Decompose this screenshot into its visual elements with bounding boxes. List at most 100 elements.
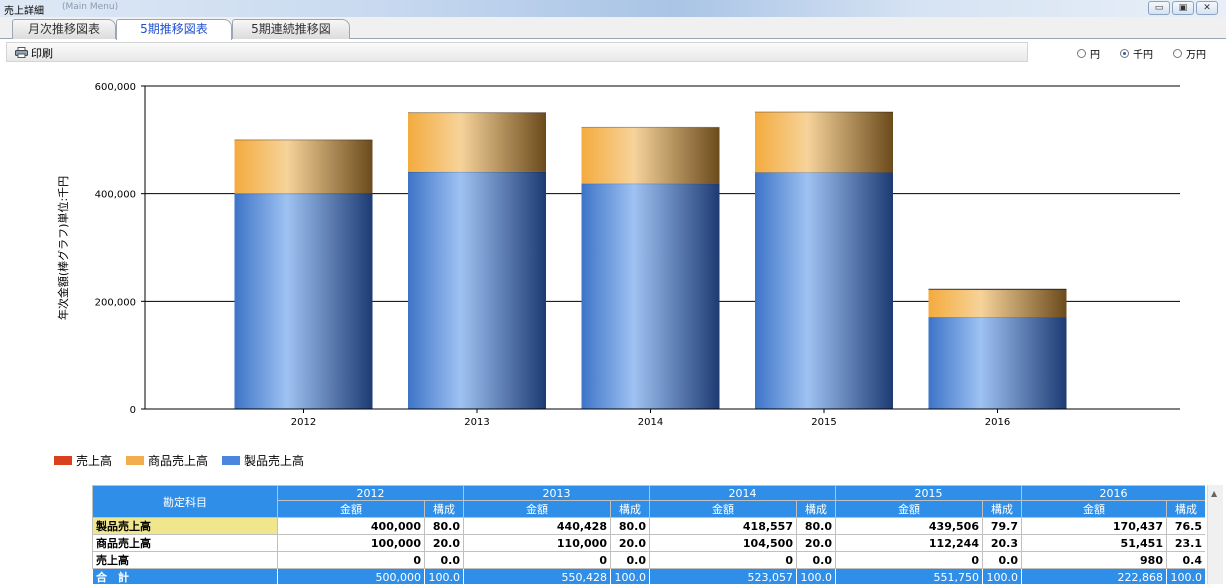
ratio-cell: 20.0 [610, 534, 650, 552]
scroll-up-icon[interactable]: ▲ [1211, 489, 1218, 498]
close-icon[interactable]: ✕ [1196, 1, 1218, 15]
ratio-cell: 100.0 [982, 568, 1022, 584]
x-tick-label: 2014 [638, 417, 663, 428]
ratio-cell: 100.0 [610, 568, 650, 584]
ratio-cell: 20.0 [424, 534, 464, 552]
y-tick-label: 600,000 [95, 82, 136, 93]
amount-header: 金額 [649, 500, 797, 518]
year-header: 2012 [277, 485, 464, 501]
amount-cell: 110,000 [463, 534, 611, 552]
printer-icon [15, 47, 28, 58]
tab-five-year-chart[interactable]: 5期推移図表 [116, 19, 232, 40]
row-label: 売上高 [92, 551, 278, 569]
table-scrollbar[interactable]: ▲ [1207, 485, 1223, 584]
amount-cell: 222,868 [1021, 568, 1167, 584]
ratio-cell: 0.4 [1166, 551, 1205, 569]
bar-segment [234, 139, 373, 194]
amount-cell: 104,500 [649, 534, 797, 552]
bar-segment [928, 289, 1067, 318]
ratio-cell: 20.3 [982, 534, 1022, 552]
y-tick-label: 200,000 [95, 297, 136, 308]
ratio-header: 構成 [1166, 500, 1205, 518]
data-table: 勘定科目 2012 2013 2014 2015 2016 金額 構成 金額 構成 … [92, 485, 1205, 584]
title-bar: 売上詳細 (Main Menu) ▭ ▣ ✕ [0, 0, 1226, 17]
amount-cell: 980 [1021, 551, 1167, 569]
amount-header: 金額 [1021, 500, 1167, 518]
amount-header: 金額 [463, 500, 611, 518]
ratio-cell: 100.0 [1166, 568, 1205, 584]
amount-cell: 523,057 [649, 568, 797, 584]
maximize-icon[interactable]: ▣ [1172, 1, 1194, 15]
row-label: 製品売上高 [92, 517, 278, 535]
row-label: 商品売上高 [92, 534, 278, 552]
ratio-cell: 79.7 [982, 517, 1022, 535]
ratio-cell: 80.0 [610, 517, 650, 535]
amount-cell: 0 [649, 551, 797, 569]
year-header: 2013 [463, 485, 650, 501]
amount-header: 金額 [835, 500, 983, 518]
ratio-cell: 23.1 [1166, 534, 1205, 552]
ratio-cell: 76.5 [1166, 517, 1205, 535]
unit-thousand-yen-radio[interactable]: 千円 [1120, 46, 1153, 61]
year-header: 2014 [649, 485, 836, 501]
legend-item-sales: 売上高 [54, 452, 112, 469]
x-tick-label: 2015 [811, 417, 836, 428]
bar-segment [928, 289, 1067, 291]
unit-yen-radio[interactable]: 円 [1077, 46, 1100, 61]
stacked-bar-chart: 0 200,000 400,000 600,000 年次金額(棒グラフ)単位:千円 201… [56, 82, 1180, 428]
amount-cell: 418,557 [649, 517, 797, 535]
amount-cell: 100,000 [277, 534, 425, 552]
unit-selector: 円 千円 万円 [1077, 46, 1206, 61]
amount-cell: 439,506 [835, 517, 983, 535]
print-label: 印刷 [31, 46, 53, 60]
unit-ten-thousand-yen-radio[interactable]: 万円 [1173, 46, 1206, 61]
account-header: 勘定科目 [92, 485, 278, 518]
year-header: 2016 [1021, 485, 1205, 501]
y-tick-label: 0 [130, 405, 136, 416]
ratio-header: 構成 [610, 500, 650, 518]
ratio-header: 構成 [982, 500, 1022, 518]
amount-cell: 400,000 [277, 517, 425, 535]
bar-segment [408, 112, 546, 172]
y-tick-label: 400,000 [95, 190, 136, 201]
tab-monthly-chart[interactable]: 月次推移図表 [12, 19, 116, 39]
legend-item-merchandise-sales: 商品売上高 [126, 452, 208, 469]
minimize-icon[interactable]: ▭ [1148, 1, 1170, 15]
row-label: 合 計 [92, 568, 278, 584]
x-tick-label: 2016 [985, 417, 1010, 428]
print-button[interactable]: 印刷 [15, 45, 53, 60]
ratio-cell: 80.0 [424, 517, 464, 535]
y-axis-label: 年次金額(棒グラフ)単位:千円 [56, 176, 70, 320]
bar-segment [581, 127, 720, 184]
amount-cell: 0 [277, 551, 425, 569]
amount-cell: 551,750 [835, 568, 983, 584]
chart-legend: 売上高 商品売上高 製品売上高 [54, 452, 304, 469]
amount-cell: 500,000 [277, 568, 425, 584]
ratio-cell: 20.0 [796, 534, 836, 552]
toolbar: 印刷 [6, 42, 1028, 62]
tab-five-year-continuous[interactable]: 5期連続推移図 [232, 19, 350, 39]
amount-cell: 440,428 [463, 517, 611, 535]
amount-header: 金額 [277, 500, 425, 518]
table-row[interactable]: 製品売上高 400,000 80.0 440,428 80.0 418,557 80.… [92, 517, 1205, 535]
amount-cell: 550,428 [463, 568, 611, 584]
bar-segment [755, 111, 893, 173]
bar-segment [234, 193, 373, 409]
table-row[interactable]: 商品売上高 100,000 20.0 110,000 20.0 104,500 20.… [92, 534, 1205, 552]
ratio-cell: 100.0 [424, 568, 464, 584]
x-tick-label: 2013 [464, 417, 489, 428]
amount-cell: 51,451 [1021, 534, 1167, 552]
total-row[interactable]: 合 計 500,000 100.0 550,428 100.0 523,057 100… [92, 568, 1205, 584]
ratio-cell: 0.0 [610, 551, 650, 569]
table-row[interactable]: 売上高 0 0.0 0 0.0 0 0.0 0 0.0 980 0.4 [92, 551, 1205, 569]
ratio-cell: 0.0 [424, 551, 464, 569]
window-title: 売上詳細 [4, 6, 44, 17]
x-tick-label: 2012 [291, 417, 316, 428]
amount-cell: 0 [463, 551, 611, 569]
bar-segment [581, 183, 720, 409]
bar-segment [408, 171, 546, 409]
legend-item-product-sales: 製品売上高 [222, 452, 304, 469]
ratio-cell: 0.0 [796, 551, 836, 569]
bar-segment [928, 317, 1067, 409]
